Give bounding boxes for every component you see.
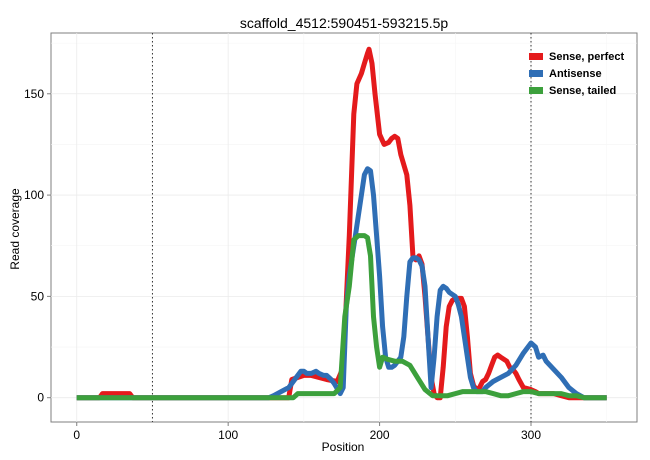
x-axis-label: Position xyxy=(322,440,365,454)
legend-swatch xyxy=(529,87,543,94)
series-line-sense-tailed xyxy=(76,233,607,401)
legend-swatch xyxy=(529,53,543,60)
y-tick-label: 0 xyxy=(37,391,44,405)
series-line-antisense xyxy=(76,166,607,401)
y-tick-label: 50 xyxy=(31,289,45,303)
x-tick-label: 200 xyxy=(370,428,390,442)
series-lines xyxy=(76,46,607,401)
legend-label: Sense, tailed xyxy=(549,85,616,97)
y-tick-label: 150 xyxy=(24,87,44,101)
legend: Sense, perfect Antisense Sense, tailed xyxy=(529,51,625,97)
reference-lines xyxy=(151,33,532,422)
legend-swatch xyxy=(529,70,543,77)
y-axis-label: Read coverage xyxy=(8,188,22,270)
x-tick-label: 300 xyxy=(521,428,541,442)
chart-title: scaffold_4512:590451-593215.5p xyxy=(240,15,449,31)
legend-label: Antisense xyxy=(549,68,602,80)
axis-ticks: 0 100 200 300 0 50 100 150 xyxy=(24,87,541,442)
legend-label: Sense, perfect xyxy=(549,51,625,63)
x-tick-label: 100 xyxy=(218,428,238,442)
x-tick-label: 0 xyxy=(73,428,80,442)
y-tick-label: 100 xyxy=(24,188,44,202)
